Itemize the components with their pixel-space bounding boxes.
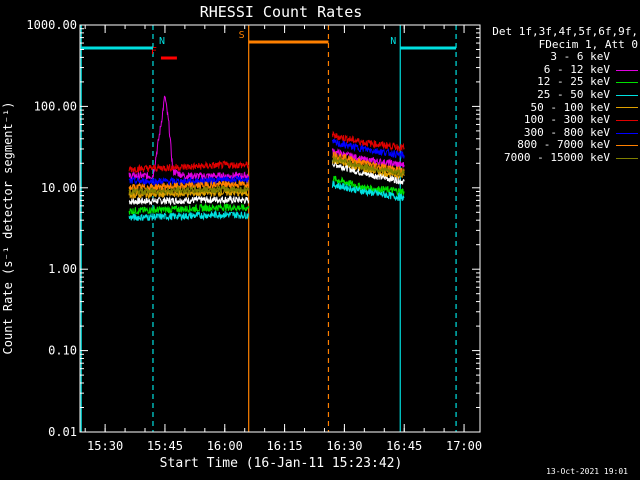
series-line-2-seg-0 bbox=[128, 202, 250, 216]
legend-label: 12 - 25 keV bbox=[537, 75, 610, 89]
legend-swatch bbox=[616, 132, 638, 134]
legend-swatch bbox=[616, 107, 638, 109]
legend-label: 6 - 12 keV bbox=[543, 62, 610, 76]
series-line-7-seg-0 bbox=[128, 179, 250, 193]
legend-label: 25 - 50 keV bbox=[537, 87, 610, 101]
x-tick-label: 16:45 bbox=[386, 439, 422, 453]
plot-frame bbox=[79, 24, 481, 433]
y-tick-label: 1.00 bbox=[48, 262, 77, 276]
series-line-1-seg-0 bbox=[128, 95, 250, 182]
x-tick-label: 15:30 bbox=[87, 439, 123, 453]
y-tick-label: 0.01 bbox=[48, 425, 77, 439]
legend-swatch bbox=[616, 119, 638, 121]
timestamp: 13-Oct-2021 19:01 bbox=[546, 467, 628, 476]
legend-swatch bbox=[616, 145, 638, 147]
legend-entry: 7000 - 15000 keV bbox=[478, 150, 638, 165]
series-line-3-seg-1 bbox=[331, 180, 405, 202]
x-tick-label: 17:00 bbox=[446, 439, 482, 453]
legend: Det 1f,3f,4f,5f,6f,9f, FDecim 1, Att 0 3… bbox=[478, 25, 638, 165]
legend-entries: 3 - 6 keV 6 - 12 keV 12 - 25 keV 25 - 50 ke… bbox=[478, 51, 638, 164]
x-tick-label: 15:45 bbox=[147, 439, 183, 453]
series-line-4-seg-0 bbox=[128, 187, 250, 200]
x-axis-label: Start Time (16-Jan-11 15:23:42) bbox=[160, 456, 403, 471]
series-line-6-seg-1 bbox=[331, 138, 405, 160]
y-axis-label: Count Rate (s⁻¹ detector segment⁻¹) bbox=[1, 102, 15, 355]
legend-header-line-2: FDecim 1, Att 0 bbox=[538, 37, 638, 51]
legend-label: 300 - 800 keV bbox=[523, 125, 610, 139]
chart-title: RHESSI Count Rates bbox=[200, 3, 363, 21]
annotation-label-3: S bbox=[239, 30, 245, 41]
legend-swatch bbox=[616, 56, 638, 58]
x-tick-label: 16:30 bbox=[326, 439, 362, 453]
y-tick-label: 100.00 bbox=[34, 99, 77, 113]
legend-label: 3 - 6 keV bbox=[550, 50, 610, 64]
legend-entry: 3 - 6 keV bbox=[478, 51, 638, 64]
legend-label: 800 - 7000 keV bbox=[517, 138, 610, 152]
legend-label: 50 - 100 keV bbox=[530, 100, 610, 114]
series-line-8-seg-0 bbox=[128, 184, 250, 197]
x-tick-label: 16:00 bbox=[207, 439, 243, 453]
legend-label: 7000 - 15000 keV bbox=[504, 150, 610, 164]
series-line-3-seg-0 bbox=[128, 209, 250, 222]
y-tick-label: 1000.00 bbox=[26, 18, 77, 32]
legend-swatch bbox=[616, 157, 638, 159]
legend-entry: 6 - 12 keV bbox=[478, 62, 638, 77]
legend-entry: 50 - 100 keV bbox=[478, 100, 638, 115]
series-line-0-seg-1 bbox=[331, 160, 405, 186]
legend-swatch bbox=[616, 94, 638, 96]
axes: 1000.00 100.00 10.00 1.00 0.10 0.01 15:30 15:45… bbox=[26, 18, 482, 453]
legend-label: 100 - 300 keV bbox=[523, 113, 610, 127]
series-line-8-seg-1 bbox=[332, 155, 405, 177]
legend-swatch bbox=[616, 82, 638, 84]
legend-entry: 100 - 300 keV bbox=[478, 114, 638, 127]
plot-area: FN NS bbox=[80, 25, 457, 432]
legend-entry: 800 - 7000 keV bbox=[478, 139, 638, 152]
annotation-label-1: N bbox=[159, 36, 165, 47]
legend-entry: 300 - 800 keV bbox=[478, 125, 638, 140]
series-line-0-seg-0 bbox=[128, 194, 250, 206]
legend-entry: 25 - 50 keV bbox=[478, 87, 638, 102]
legend-header-line-1: Det 1f,3f,4f,5f,6f,9f, bbox=[492, 25, 638, 38]
x-tick-label: 16:15 bbox=[267, 439, 303, 453]
y-tick-label: 10.00 bbox=[41, 181, 77, 195]
legend-swatch bbox=[616, 69, 638, 71]
series-line-5-seg-0 bbox=[128, 160, 250, 174]
series-line-5-seg-1 bbox=[331, 130, 405, 153]
annotation-label-2: N bbox=[390, 36, 396, 47]
y-tick-label: 0.10 bbox=[48, 344, 77, 358]
legend-entry: 12 - 25 keV bbox=[478, 76, 638, 89]
annotation-label-0: F bbox=[151, 46, 157, 57]
